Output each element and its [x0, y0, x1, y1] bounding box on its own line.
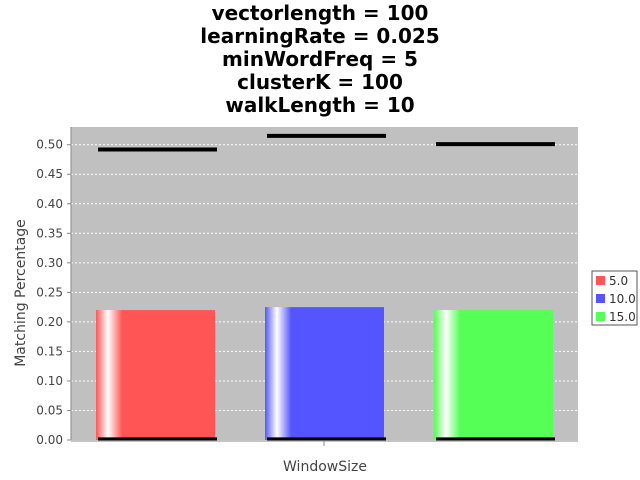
legend-swatch [596, 294, 605, 303]
legend-swatch [596, 276, 605, 285]
legend-swatch [596, 312, 605, 321]
chart-title: vectorlength = 100 learningRate = 0.025 … [200, 1, 439, 117]
legend-label: 5.0 [609, 274, 628, 288]
legend-label: 15.0 [609, 310, 636, 324]
y-axis-label: Matching Percentage [13, 219, 29, 367]
y-tick-label: 0.45 [36, 167, 63, 181]
y-tick-label: 0.05 [36, 403, 63, 417]
bar-10.0 [265, 307, 384, 440]
bar-5.0 [96, 310, 215, 440]
y-tick-label: 0.20 [36, 315, 63, 329]
y-tick-label: 0.50 [36, 138, 63, 152]
bar-15.0 [434, 310, 553, 440]
title-line-3: minWordFreq = 5 [222, 47, 418, 71]
y-tick-label: 0.25 [36, 285, 63, 299]
title-line-2: learningRate = 0.025 [200, 24, 439, 48]
title-line-5: walkLength = 10 [225, 93, 414, 117]
x-axis-label: WindowSize [283, 459, 367, 475]
y-tick-label: 0.40 [36, 197, 63, 211]
legend: 5.0 10.0 15.0 [591, 270, 638, 326]
y-axis-ticks: 0.00 0.05 0.10 0.15 0.20 0.25 0.30 0.35 0.40 0.45… [36, 138, 71, 447]
y-tick-label: 0.15 [36, 344, 63, 358]
y-tick-label: 0.00 [36, 433, 63, 447]
title-line-4: clusterK = 100 [237, 70, 403, 94]
title-line-1: vectorlength = 100 [212, 1, 429, 25]
y-tick-label: 0.30 [36, 256, 63, 270]
y-tick-label: 0.10 [36, 374, 63, 388]
y-tick-label: 0.35 [36, 226, 63, 240]
legend-label: 10.0 [609, 292, 636, 306]
bars [96, 133, 555, 441]
